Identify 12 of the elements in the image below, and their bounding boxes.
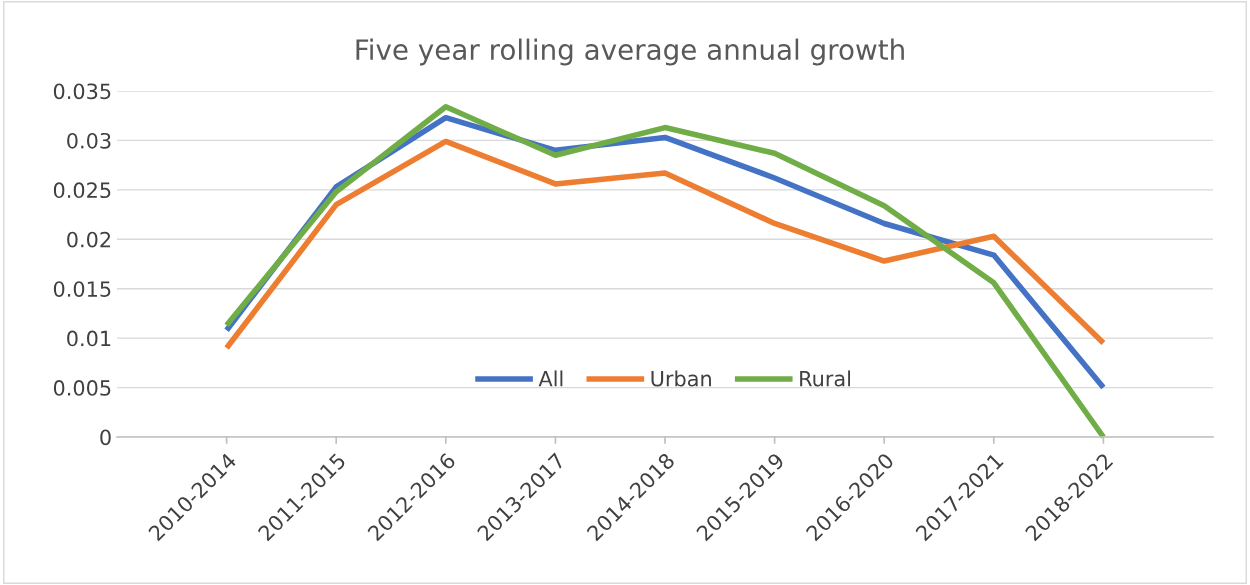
y-tick-label: 0.025 bbox=[53, 182, 111, 199]
y-tick-label: 0.01 bbox=[67, 330, 111, 347]
y-tick-label: 0.005 bbox=[53, 380, 111, 396]
chart-title: Five year rolling average annual growth bbox=[356, 38, 904, 66]
legend-label: Urban bbox=[651, 370, 711, 387]
legend-label: Rural bbox=[800, 370, 851, 387]
y-tick-label: 0.03 bbox=[67, 132, 111, 149]
y-tick-label: 0.015 bbox=[53, 281, 111, 297]
y-tick-label: 0.035 bbox=[53, 83, 111, 100]
y-tick-label: 0.02 bbox=[67, 231, 111, 248]
y-tick-label: 0 bbox=[100, 429, 111, 446]
legend-label: All bbox=[538, 370, 563, 387]
